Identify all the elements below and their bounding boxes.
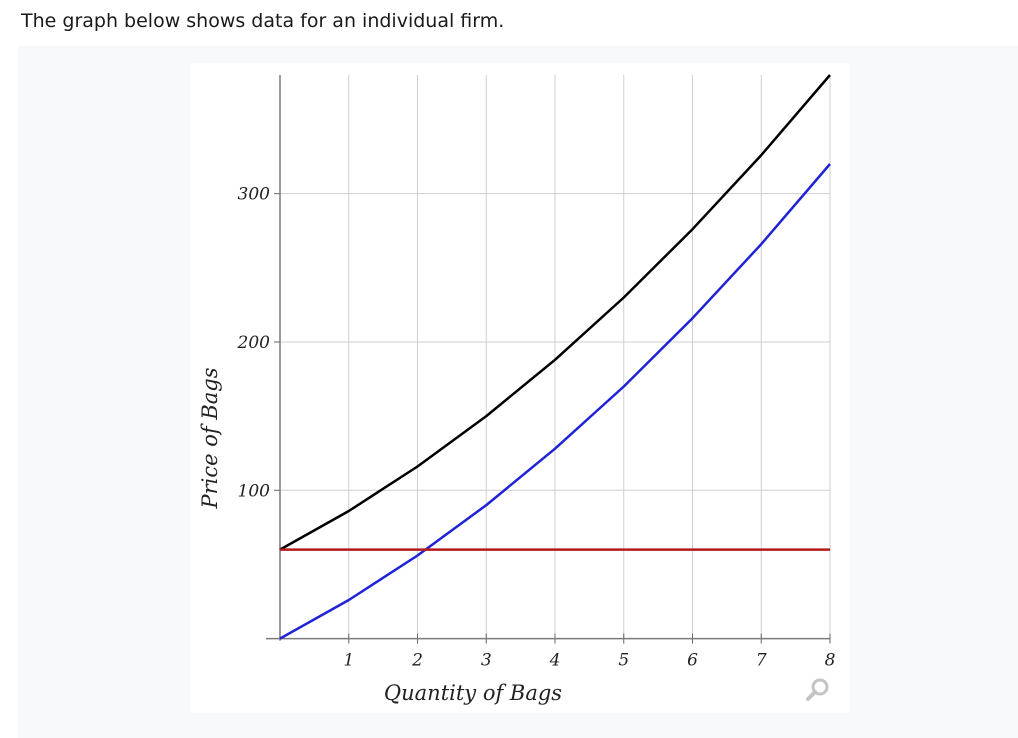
- x-tick-label: 1: [343, 651, 354, 671]
- firm-cost-chart: 1 2 3 4 5 6 7 8 100 200 300 Quantity of Bags Price…: [198, 74, 836, 705]
- tick-labels: 1 2 3 4 5 6 7 8 100 200 300: [237, 185, 836, 671]
- y-tick-label: 300: [238, 185, 271, 205]
- y-tick-label: 200: [237, 333, 271, 353]
- magnifier-icon[interactable]: [806, 678, 829, 701]
- series-line-1: [279, 74, 831, 551]
- x-tick-label: 6: [687, 651, 698, 671]
- x-tick-label: 4: [549, 651, 561, 671]
- x-tick-label: 2: [411, 651, 423, 671]
- x-tick-label: 7: [756, 651, 767, 671]
- series-group: [279, 74, 831, 640]
- x-axis-label: Quantity of Bags: [384, 681, 562, 705]
- x-tick-label: 3: [481, 651, 492, 671]
- question-heading: The graph below shows data for an indivi…: [21, 10, 505, 32]
- y-axis-label: Price of Bags: [198, 367, 222, 509]
- chart-container: 1 2 3 4 5 6 7 8 100 200 300 Quantity of Bags Price…: [190, 63, 850, 713]
- x-tick-label: 5: [618, 651, 629, 671]
- series-line-2: [279, 163, 831, 640]
- x-tick-label: 8: [825, 651, 836, 671]
- axes: [266, 75, 831, 644]
- y-tick-label: 100: [238, 481, 271, 501]
- grid-lines: [280, 75, 831, 639]
